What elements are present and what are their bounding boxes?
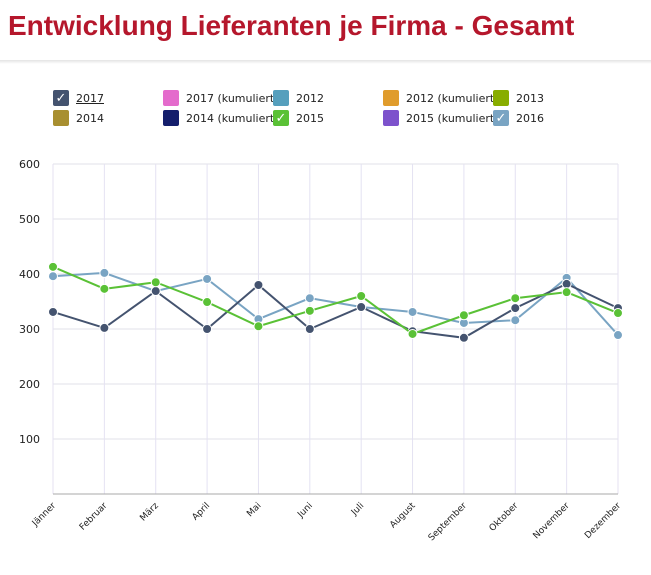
- x-tick-label: Dezember: [583, 501, 623, 541]
- x-tick-label: September: [427, 501, 469, 543]
- x-tick-label: Februar: [78, 501, 110, 533]
- checkmark-icon: ✓: [495, 110, 507, 126]
- legend-label: 2017 (kumuliert): [186, 91, 279, 105]
- data-point[interactable]: [99, 283, 110, 294]
- legend-swatch[interactable]: [383, 90, 399, 106]
- legend-swatch[interactable]: ✓: [273, 110, 289, 126]
- data-point[interactable]: [510, 315, 521, 326]
- data-point[interactable]: [150, 286, 161, 297]
- y-tick-label: 500: [19, 213, 40, 226]
- legend-item-2015-kumuliert-[interactable]: 2015 (kumuliert): [383, 110, 498, 126]
- data-point[interactable]: [304, 293, 315, 304]
- legend-label: 2014 (kumuliert): [186, 111, 279, 125]
- x-tick-label: Mai: [245, 501, 263, 519]
- x-tick-label: März: [138, 501, 161, 524]
- page-title: Entwicklung Lieferanten je Firma - Gesam…: [8, 10, 575, 41]
- y-tick-label: 400: [19, 268, 40, 281]
- checkmark-icon: ✓: [55, 90, 67, 106]
- series-2017: [48, 278, 623, 343]
- series-2015: [48, 261, 623, 339]
- y-tick-label: 600: [19, 158, 40, 171]
- data-point[interactable]: [304, 324, 315, 334]
- legend-label: 2014: [76, 111, 104, 125]
- x-tick-label: Juli: [349, 501, 366, 518]
- x-tick-label: Juni: [295, 501, 315, 521]
- data-point[interactable]: [458, 310, 469, 321]
- data-point[interactable]: [356, 291, 367, 301]
- legend-label: 2015: [296, 111, 324, 125]
- data-point[interactable]: [253, 280, 264, 290]
- data-point[interactable]: [561, 278, 572, 289]
- divider: [0, 60, 651, 64]
- series-line: [52, 265, 619, 336]
- legend-item-2013[interactable]: 2013: [493, 90, 544, 106]
- legend-swatch[interactable]: ✓: [493, 110, 509, 126]
- data-point[interactable]: [99, 267, 110, 278]
- legend-item-2014-kumuliert-[interactable]: 2014 (kumuliert): [163, 110, 278, 126]
- legend-swatch[interactable]: [163, 90, 179, 106]
- data-point[interactable]: [99, 322, 110, 333]
- data-point[interactable]: [150, 277, 161, 288]
- legend-item-2015[interactable]: ✓ 2015: [273, 110, 324, 126]
- data-point[interactable]: [510, 303, 521, 314]
- data-point[interactable]: [202, 324, 213, 334]
- legend-swatch[interactable]: [383, 110, 399, 126]
- y-tick-label: 100: [19, 433, 40, 446]
- data-point[interactable]: [613, 308, 623, 319]
- x-tick-label: April: [191, 501, 213, 523]
- legend-swatch[interactable]: [53, 110, 69, 126]
- legend-label: 2015 (kumuliert): [406, 111, 499, 125]
- legend-item-2017[interactable]: ✓ 2017: [53, 90, 104, 106]
- data-point[interactable]: [48, 306, 58, 317]
- data-point[interactable]: [407, 306, 418, 317]
- data-point[interactable]: [613, 330, 623, 341]
- data-point[interactable]: [407, 328, 418, 339]
- data-point[interactable]: [253, 321, 264, 332]
- checkmark-icon: ✓: [275, 110, 287, 126]
- legend-label: 2017: [76, 91, 104, 105]
- legend-item-2012-kumuliert-[interactable]: 2012 (kumuliert): [383, 90, 498, 106]
- legend-label: 2016: [516, 111, 544, 125]
- data-point[interactable]: [202, 297, 213, 308]
- data-point[interactable]: [48, 261, 58, 272]
- legend-label: 2012: [296, 91, 324, 105]
- data-point[interactable]: [48, 271, 58, 282]
- x-tick-label: November: [532, 501, 572, 541]
- legend-label: 2013: [516, 91, 544, 105]
- data-point[interactable]: [458, 332, 469, 343]
- legend-item-2017-kumuliert-[interactable]: 2017 (kumuliert): [163, 90, 278, 106]
- y-tick-label: 200: [19, 378, 40, 391]
- series-line: [52, 282, 619, 339]
- data-point[interactable]: [510, 293, 521, 304]
- legend-swatch[interactable]: [493, 90, 509, 106]
- legend-item-2012[interactable]: 2012: [273, 90, 324, 106]
- legend-item-2014[interactable]: 2014: [53, 110, 104, 126]
- data-point[interactable]: [202, 273, 213, 284]
- data-point[interactable]: [356, 302, 367, 312]
- x-tick-label: Jänner: [30, 501, 58, 529]
- legend-item-2016[interactable]: ✓ 2016: [493, 110, 544, 126]
- legend-swatch[interactable]: ✓: [53, 90, 69, 106]
- data-point[interactable]: [561, 287, 572, 298]
- x-tick-label: August: [388, 501, 418, 531]
- y-tick-label: 300: [19, 323, 40, 336]
- legend-label: 2012 (kumuliert): [406, 91, 499, 105]
- legend-swatch[interactable]: [273, 90, 289, 106]
- data-point[interactable]: [304, 305, 315, 316]
- legend-swatch[interactable]: [163, 110, 179, 126]
- x-tick-label: Oktober: [488, 501, 521, 534]
